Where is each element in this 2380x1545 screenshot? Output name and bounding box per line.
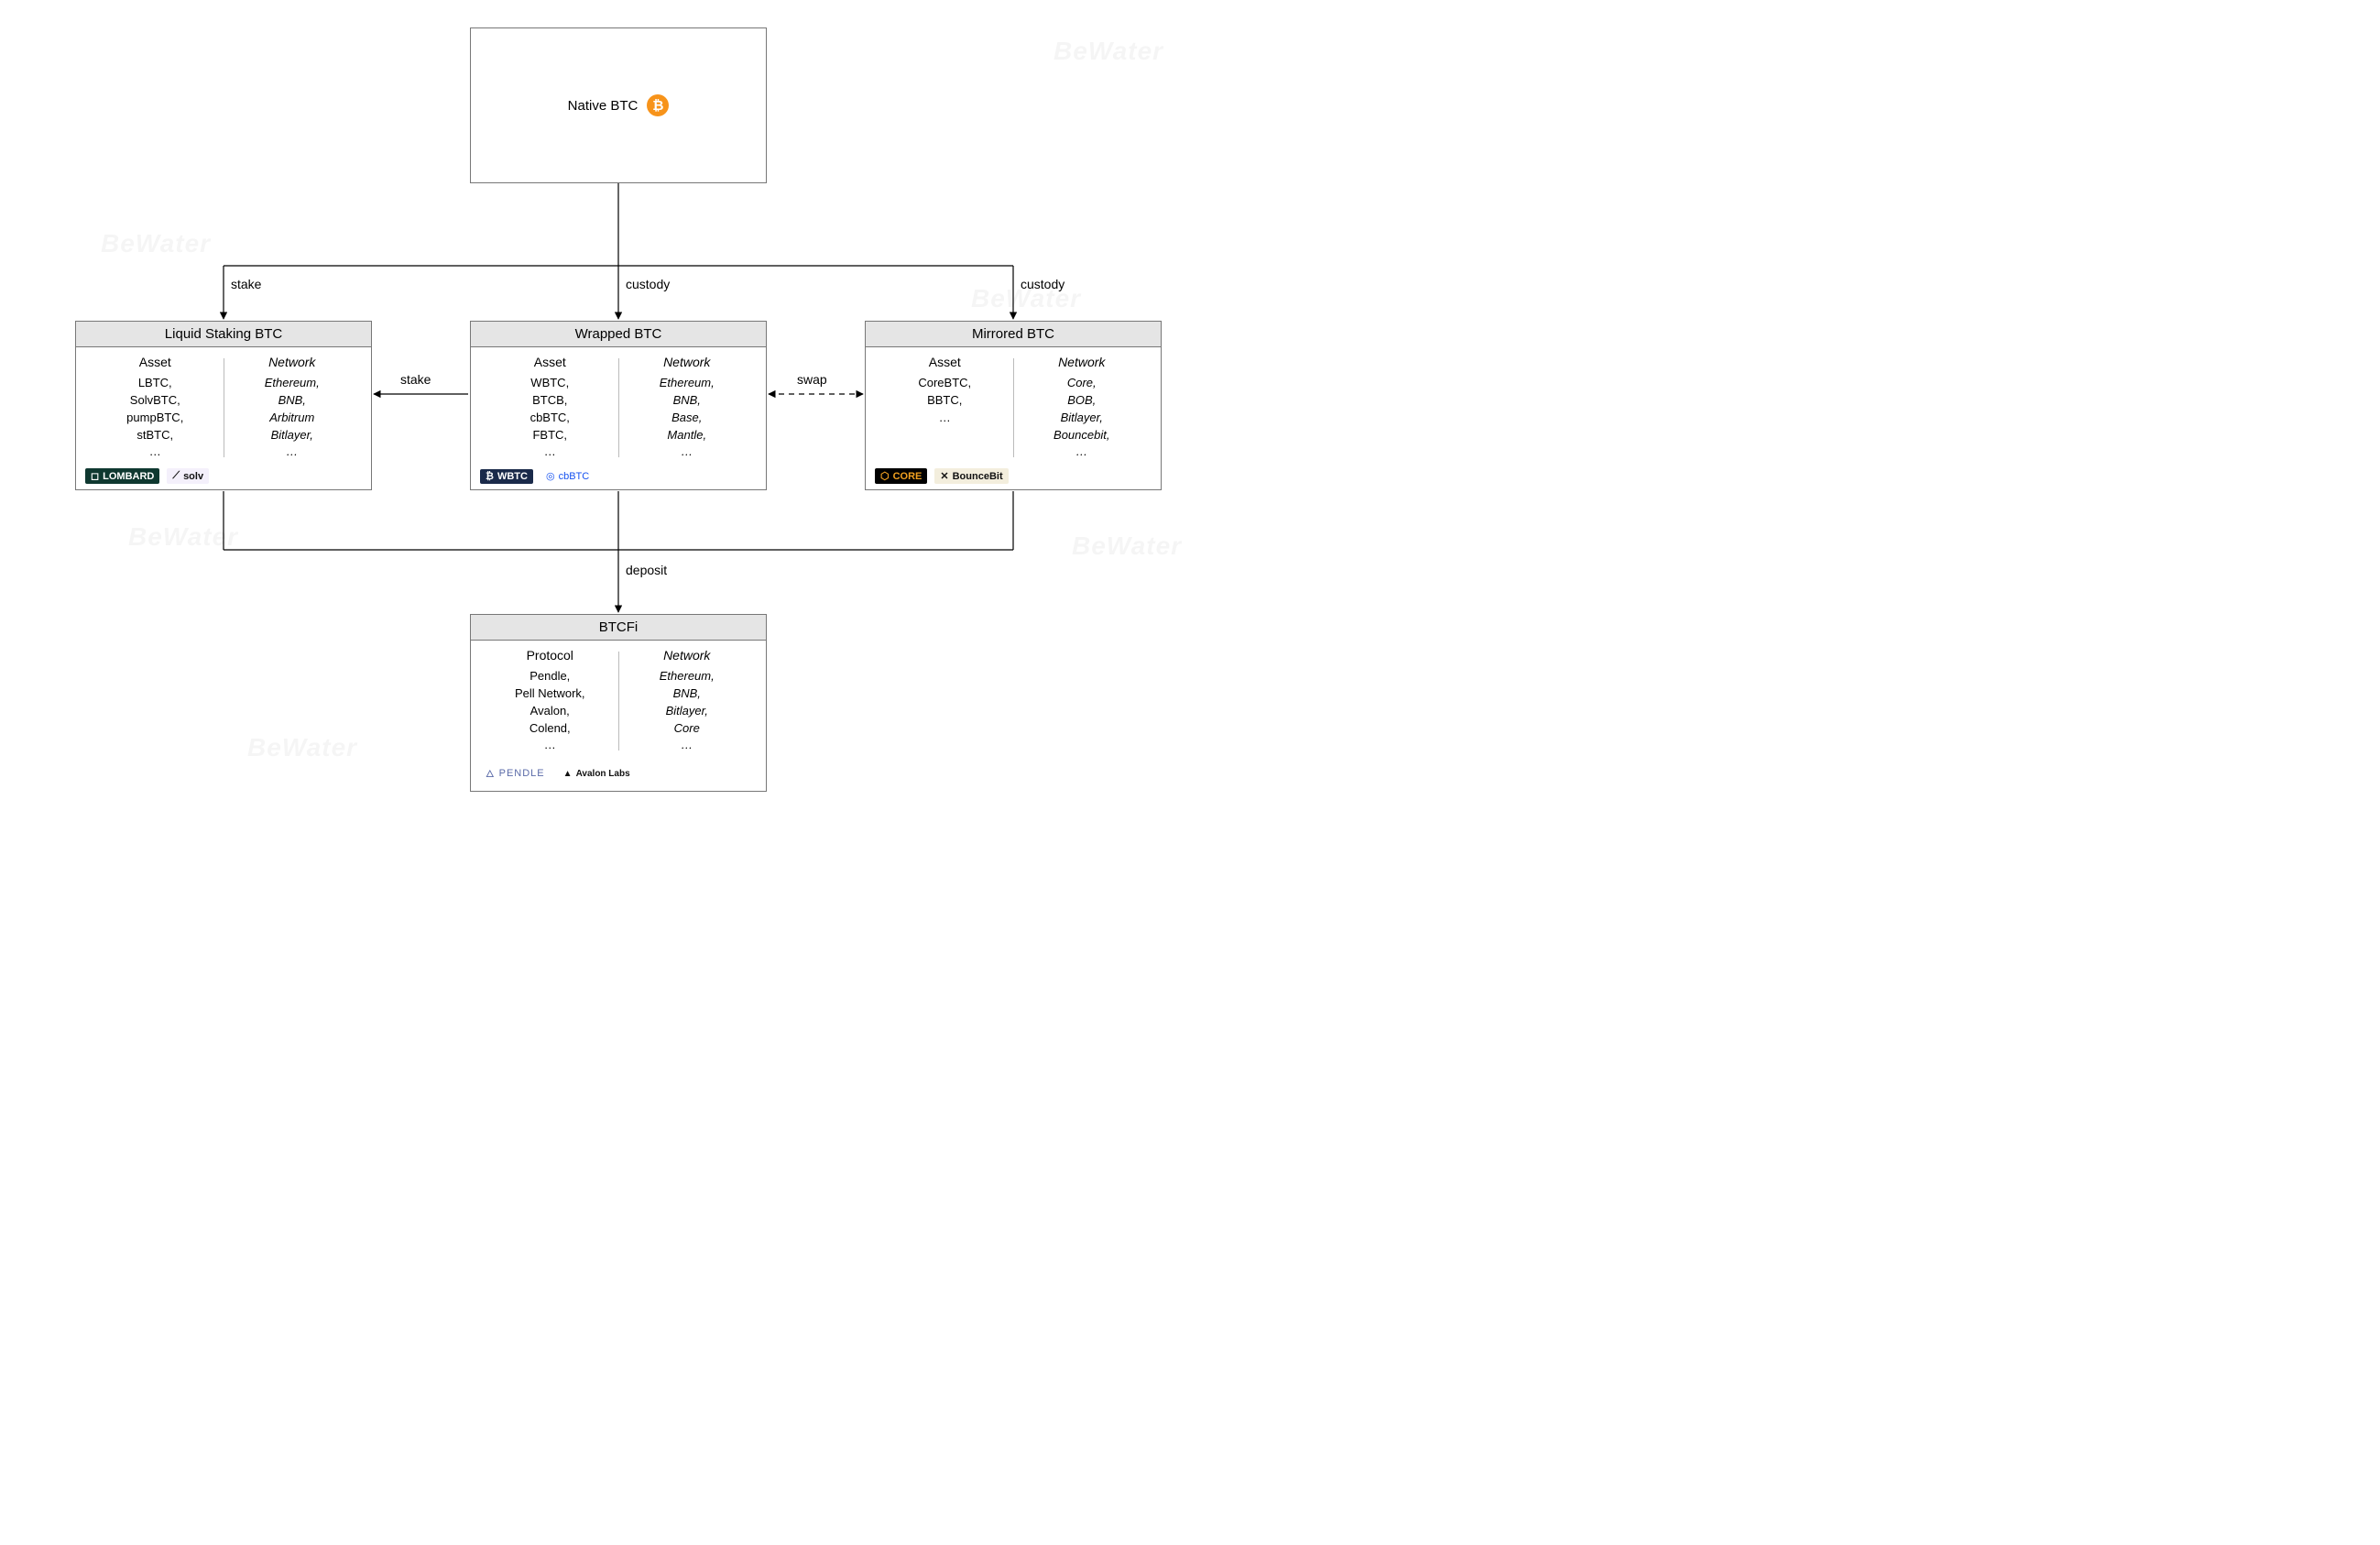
node-mirrored-btc: Mirrored BTC Asset CoreBTC,BBTC,… Networ…	[865, 321, 1162, 490]
node-btcfi: BTCFi Protocol Pendle,Pell Network,Avalo…	[470, 614, 767, 792]
badge-text: WBTC	[497, 471, 528, 482]
column-head-network: Network	[1014, 355, 1151, 369]
badge-icon: ⬡	[880, 470, 890, 482]
watermark: BeWater	[128, 522, 238, 552]
column-head-asset: Asset	[877, 355, 1013, 369]
column-head-network: Network	[224, 355, 361, 369]
badge-icon: ⟋	[172, 470, 180, 482]
asset-list: CoreBTC,BBTC,…	[877, 375, 1013, 427]
network-list: Core,BOB,Bitlayer,Bouncebit,…	[1014, 375, 1151, 461]
badge-icon: ✕	[940, 470, 948, 482]
badge-text: LOMBARD	[103, 471, 154, 482]
badge-row: ⬡ CORE ✕ BounceBit	[866, 466, 1161, 489]
watermark: BeWater	[1054, 37, 1163, 66]
badge-text: cbBTC	[559, 471, 590, 482]
badge-icon: ₿	[486, 471, 494, 482]
edge-label-custody: custody	[1021, 277, 1064, 291]
badge-text: BounceBit	[953, 471, 1003, 482]
asset-list: LBTC,SolvBTC,pumpBTC,stBTC,…	[87, 375, 224, 461]
watermark: BeWater	[101, 229, 211, 258]
badge-icon: ◎	[546, 470, 555, 482]
node-title: Mirrored BTC	[866, 322, 1161, 347]
column-head-network: Network	[619, 355, 756, 369]
badge-avalon: ▲ Avalon Labs	[558, 767, 636, 781]
edge-label-custody: custody	[626, 277, 670, 291]
node-wrapped-btc: Wrapped BTC Asset WBTC,BTCB,cbBTC,FBTC,……	[470, 321, 767, 490]
badge-row: ◻ LOMBARD ⟋ solv	[76, 466, 371, 489]
native-btc-label: Native BTC	[568, 98, 639, 114]
edge-label-stake: stake	[231, 277, 261, 291]
badge-cbbtc: ◎ cbBTC	[540, 468, 595, 484]
protocol-list: Pendle,Pell Network,Avalon,Colend,…	[482, 668, 618, 754]
network-list: Ethereum,BNB,Bitlayer,Core…	[619, 668, 756, 754]
node-title: Wrapped BTC	[471, 322, 766, 347]
badge-solv: ⟋ solv	[167, 468, 209, 484]
badge-row: 🜂 PENDLE ▲ Avalon Labs	[471, 760, 766, 791]
badge-icon: 🜂	[486, 763, 496, 783]
badge-lombard: ◻ LOMBARD	[85, 468, 159, 484]
badge-wbtc: ₿ WBTC	[480, 469, 533, 484]
badge-text: CORE	[893, 471, 923, 482]
node-liquid-staking-btc: Liquid Staking BTC Asset LBTC,SolvBTC,pu…	[75, 321, 372, 490]
badge-row: ₿ WBTC ◎ cbBTC	[471, 466, 766, 489]
network-list: Ethereum,BNB,ArbitrumBitlayer,…	[224, 375, 361, 461]
column-head-asset: Asset	[482, 355, 618, 369]
badge-pendle: 🜂 PENDLE	[480, 762, 551, 785]
watermark: BeWater	[1072, 531, 1182, 561]
edge-label-swap: swap	[797, 372, 827, 387]
watermark: BeWater	[247, 733, 357, 762]
column-head-protocol: Protocol	[482, 648, 618, 663]
node-native-btc: Native BTC ₿	[470, 27, 767, 183]
network-list: Ethereum,BNB,Base,Mantle,…	[619, 375, 756, 461]
badge-text: solv	[183, 471, 203, 482]
node-title: Liquid Staking BTC	[76, 322, 371, 347]
badge-icon: ▲	[563, 769, 573, 779]
badge-bouncebit: ✕ BounceBit	[934, 468, 1008, 484]
badge-text: PENDLE	[499, 768, 545, 779]
column-head-asset: Asset	[87, 355, 224, 369]
bitcoin-icon: ₿	[647, 94, 669, 116]
badge-icon: ◻	[91, 470, 99, 482]
edge-label-deposit: deposit	[626, 563, 667, 577]
edge-label-stake: stake	[400, 372, 431, 387]
badge-core: ⬡ CORE	[875, 468, 927, 484]
column-head-network: Network	[619, 648, 756, 663]
badge-text: Avalon Labs	[576, 769, 630, 779]
node-title: BTCFi	[471, 615, 766, 641]
asset-list: WBTC,BTCB,cbBTC,FBTC,…	[482, 375, 618, 461]
